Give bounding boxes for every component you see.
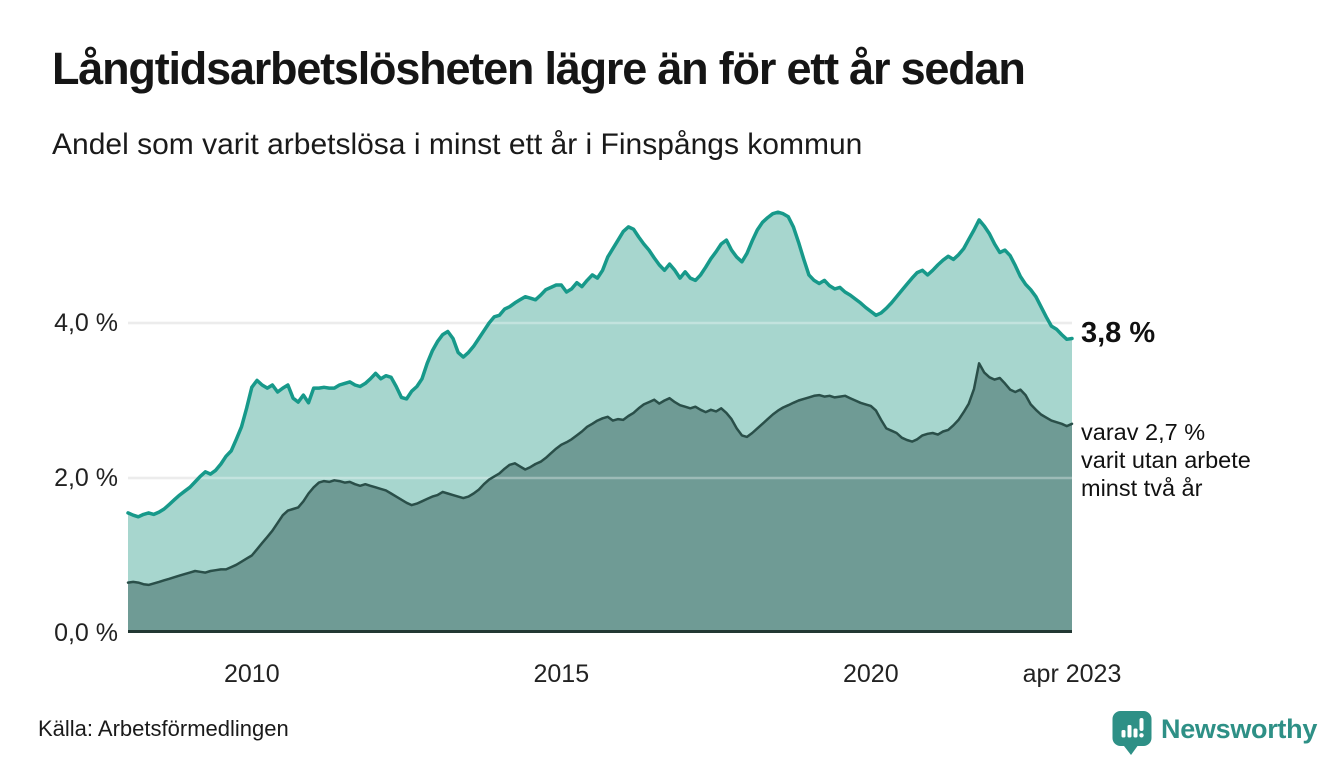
logo-bar-2 [1127, 725, 1132, 738]
newsworthy-logo-icon [1112, 711, 1152, 755]
latest-total-value-label: 3,8 % [1081, 317, 1156, 349]
area-chart [126, 210, 1074, 633]
newsworthy-logo: Newsworthy [1111, 709, 1317, 756]
x-tick-2020: 2020 [843, 660, 899, 688]
subset-annotation-line-3: minst två år [1081, 475, 1203, 501]
y-tick-2-percent: 2,0 % [54, 464, 118, 492]
newsworthy-wordmark: Newsworthy [1161, 714, 1318, 744]
subset-annotation: varav 2,7 % varit utan arbete minst två … [1081, 418, 1251, 502]
x-tick-apr-2023: apr 2023 [1022, 660, 1122, 688]
y-tick-4-percent: 4,0 % [54, 309, 118, 337]
area-fill-minst-tva-ar [128, 363, 1072, 633]
trend-line-minst-tva-ar [126, 362, 1074, 587]
logo-exclamation-stem [1139, 718, 1144, 731]
logo-bar-1 [1121, 730, 1126, 738]
trend-line-minst-ett-ar [126, 210, 1074, 519]
source-credit: Källa: Arbetsförmedlingen [38, 716, 289, 741]
subset-annotation-line-2: varit utan arbete [1081, 447, 1251, 473]
x-tick-2015: 2015 [533, 660, 590, 688]
y-tick-0-percent: 0,0 % [54, 619, 118, 647]
chart-title: Långtidsarbetslösheten lägre än för ett … [52, 43, 1026, 94]
logo-exclamation-dot [1139, 733, 1144, 738]
subset-annotation-line-1: varav 2,7 % [1081, 419, 1206, 445]
x-tick-2010: 2010 [223, 660, 280, 688]
gridlines-over [128, 321, 1072, 480]
logo-bar-3 [1133, 728, 1138, 738]
chart-subtitle: Andel som varit arbetslösa i minst ett å… [52, 128, 863, 161]
